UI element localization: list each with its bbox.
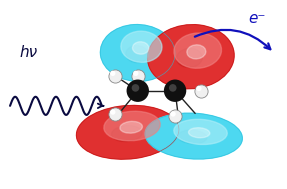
Ellipse shape <box>174 119 227 145</box>
Ellipse shape <box>148 25 234 89</box>
Point <box>173 89 177 92</box>
Point <box>173 115 177 118</box>
Ellipse shape <box>126 46 148 63</box>
Ellipse shape <box>120 121 142 133</box>
Point <box>199 89 203 92</box>
Ellipse shape <box>145 113 242 159</box>
Ellipse shape <box>77 105 179 159</box>
Point <box>135 74 140 77</box>
Ellipse shape <box>174 33 222 68</box>
Text: e⁻: e⁻ <box>248 11 265 26</box>
Text: hν: hν <box>20 45 38 60</box>
Ellipse shape <box>177 48 202 67</box>
Point <box>135 89 140 92</box>
Ellipse shape <box>100 25 175 81</box>
Point <box>110 111 115 114</box>
Ellipse shape <box>111 125 142 142</box>
Ellipse shape <box>104 111 160 141</box>
Ellipse shape <box>187 45 206 59</box>
Point <box>170 86 175 89</box>
Point <box>171 112 175 115</box>
Ellipse shape <box>121 31 162 62</box>
Ellipse shape <box>178 130 207 144</box>
Point <box>113 74 117 77</box>
Point <box>133 72 138 75</box>
Point <box>197 87 201 90</box>
Point <box>113 113 117 116</box>
Point <box>133 86 138 89</box>
Ellipse shape <box>133 42 149 54</box>
Point <box>110 72 115 75</box>
Ellipse shape <box>189 128 210 138</box>
